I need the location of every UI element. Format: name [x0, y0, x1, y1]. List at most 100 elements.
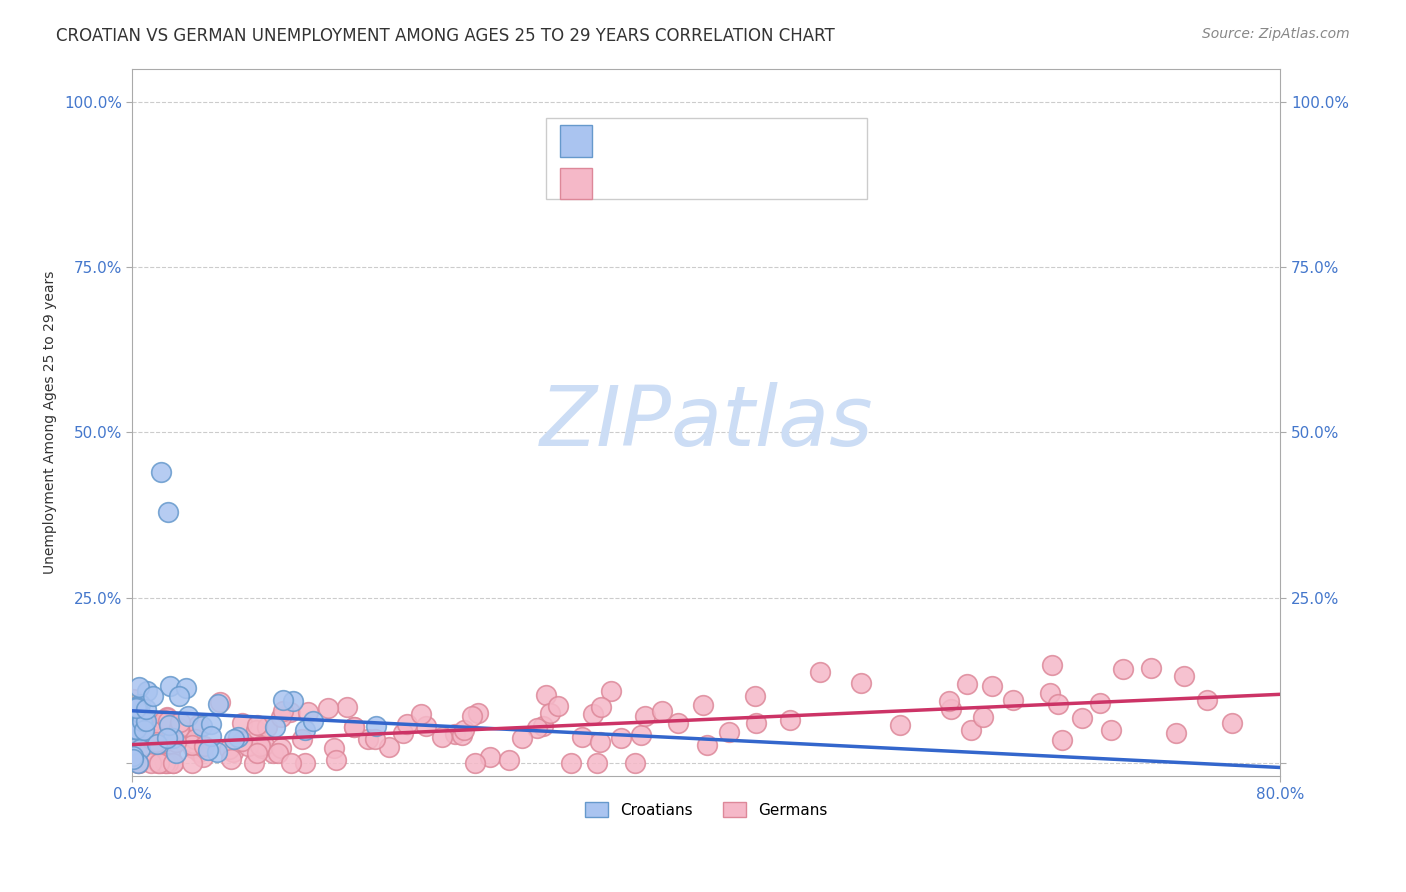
Point	[280, 756, 302, 770]
Legend: Croatians, Germans: Croatians, Germans	[578, 794, 835, 825]
Point	[181, 736, 204, 750]
Point	[323, 740, 346, 755]
Point	[278, 705, 301, 719]
Point	[745, 715, 768, 730]
Point	[236, 739, 259, 754]
Point	[125, 699, 148, 714]
Point	[145, 737, 167, 751]
Point	[1166, 726, 1188, 740]
Point	[336, 700, 359, 714]
Point	[696, 739, 718, 753]
Point	[1046, 697, 1069, 711]
Point	[294, 723, 316, 737]
Text: R = 0.652    N =  46: R = 0.652 N = 46	[609, 127, 807, 145]
Point	[132, 723, 155, 737]
Point	[128, 756, 150, 770]
Point	[124, 700, 146, 714]
Point	[128, 697, 150, 711]
Point	[162, 756, 184, 770]
Point	[207, 697, 229, 711]
Point	[135, 702, 157, 716]
Point	[141, 723, 163, 738]
Point	[145, 735, 167, 749]
Point	[132, 723, 155, 738]
Point	[162, 731, 184, 746]
Point	[197, 743, 219, 757]
Point	[972, 710, 994, 724]
Point	[131, 714, 153, 729]
FancyBboxPatch shape	[560, 125, 592, 157]
Point	[571, 731, 593, 745]
Point	[624, 756, 647, 770]
Point	[451, 729, 474, 743]
Point	[250, 740, 273, 755]
Point	[589, 700, 612, 714]
Point	[271, 704, 294, 718]
Point	[231, 734, 253, 748]
Point	[634, 708, 657, 723]
Point	[226, 730, 249, 744]
Point	[263, 746, 285, 760]
Point	[1099, 723, 1122, 738]
Point	[981, 679, 1004, 693]
Point	[208, 695, 231, 709]
Point	[177, 730, 200, 744]
Point	[128, 706, 150, 720]
Point	[222, 745, 245, 759]
Point	[128, 698, 150, 713]
Point	[122, 723, 145, 737]
Text: ZIPatlas: ZIPatlas	[540, 382, 873, 463]
Point	[129, 741, 152, 756]
Point	[187, 717, 209, 731]
Point	[159, 740, 181, 755]
Point	[1002, 693, 1025, 707]
Point	[526, 721, 548, 735]
Point	[547, 698, 569, 713]
Point	[443, 727, 465, 741]
Point	[889, 718, 911, 732]
Point	[136, 745, 159, 759]
Point	[139, 732, 162, 747]
FancyBboxPatch shape	[546, 118, 868, 200]
Point	[467, 706, 489, 721]
Y-axis label: Unemployment Among Ages 25 to 29 years: Unemployment Among Ages 25 to 29 years	[44, 270, 58, 574]
Point	[1039, 686, 1062, 700]
Point	[149, 756, 172, 770]
Point	[127, 756, 149, 770]
Text: CROATIAN VS GERMAN UNEMPLOYMENT AMONG AGES 25 TO 29 YEARS CORRELATION CHART: CROATIAN VS GERMAN UNEMPLOYMENT AMONG AG…	[56, 27, 835, 45]
Point	[190, 719, 212, 733]
Point	[207, 745, 229, 759]
Point	[165, 735, 187, 749]
Point	[122, 726, 145, 740]
Point	[1173, 669, 1195, 683]
FancyBboxPatch shape	[560, 168, 592, 200]
Point	[135, 684, 157, 698]
Point	[252, 738, 274, 752]
Point	[128, 680, 150, 694]
Point	[744, 689, 766, 703]
Point	[779, 713, 801, 727]
Point	[181, 740, 204, 755]
Point	[531, 719, 554, 733]
Point	[134, 730, 156, 744]
Point	[169, 714, 191, 729]
Point	[651, 704, 673, 718]
Point	[148, 756, 170, 770]
Point	[142, 689, 165, 703]
Point	[536, 688, 558, 702]
Point	[157, 505, 180, 519]
Point	[1140, 661, 1163, 675]
Point	[127, 756, 149, 770]
Point	[159, 748, 181, 763]
Point	[297, 705, 319, 719]
Point	[256, 719, 278, 733]
Point	[938, 694, 960, 708]
Point	[155, 756, 177, 770]
Point	[142, 731, 165, 746]
Point	[219, 752, 242, 766]
Point	[1071, 711, 1094, 725]
Point	[538, 706, 561, 720]
Point	[181, 756, 204, 770]
Point	[464, 756, 486, 770]
Point	[316, 700, 339, 714]
